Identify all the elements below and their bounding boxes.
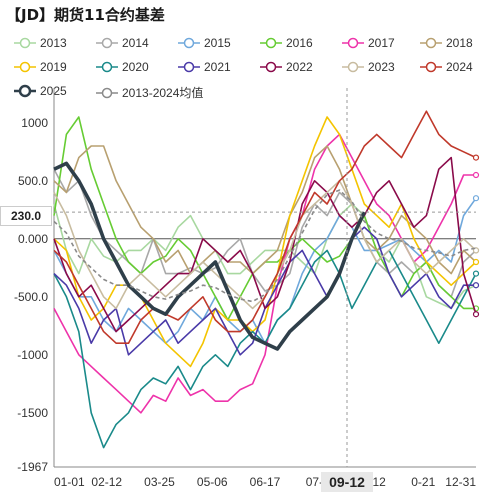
legend-marker-icon: [178, 61, 200, 73]
series-line-2013: [53, 203, 477, 310]
legend-label: 2021: [204, 60, 231, 74]
legend-marker-icon: [260, 37, 282, 49]
legend-item-2015[interactable]: 2015: [178, 36, 231, 50]
series-end-point: [472, 258, 480, 266]
legend-label: 2013: [40, 36, 67, 50]
x-tick-label: 0-21: [411, 475, 435, 489]
x-tick-label: 05-06: [197, 475, 228, 489]
legend-label: 2016: [286, 36, 313, 50]
series-line-2014: [53, 168, 477, 298]
legend: 2013 2014 2015 2016 2017 2018 2019 2020 2021 2022…: [0, 34, 495, 106]
legend-label: 2023: [368, 60, 395, 74]
legend-label: 2018: [446, 36, 473, 50]
crosshair-x-label: 09-12: [321, 472, 373, 492]
legend-marker-icon: [178, 37, 200, 49]
series-line-2024: [53, 110, 477, 344]
series-line-2023: [53, 180, 477, 310]
legend-marker-icon: [96, 87, 118, 98]
legend-item-2017[interactable]: 2017: [342, 36, 395, 50]
legend-item-2013-2024均值[interactable]: 2013-2024均值: [96, 84, 203, 101]
legend-item-2020[interactable]: 2020: [96, 60, 149, 74]
x-tick-label: 02-12: [91, 475, 122, 489]
legend-marker-icon: [420, 61, 442, 73]
legend-marker-icon: [96, 61, 118, 73]
legend-label: 2020: [122, 60, 149, 74]
crosshair-y-label: 230.0: [0, 206, 52, 226]
legend-label: 2022: [286, 60, 313, 74]
series-end-point: [472, 270, 480, 277]
series-line-2015: [53, 197, 477, 344]
series-line-2017: [53, 133, 476, 414]
legend-item-2025[interactable]: 2025: [14, 84, 67, 98]
legend-label: 2019: [40, 60, 67, 74]
legend-label: 2025: [40, 84, 67, 98]
y-tick-label: -1000: [17, 348, 48, 362]
series-end-point: [472, 154, 480, 161]
legend-item-2019[interactable]: 2019: [14, 60, 67, 74]
legend-marker-icon: [96, 37, 118, 49]
y-tick-label: 500.0: [18, 174, 48, 188]
legend-item-2024[interactable]: 2024: [420, 60, 473, 74]
legend-marker-icon: [342, 61, 364, 73]
series-end-point: [472, 282, 480, 289]
series-line-2020: [53, 249, 477, 449]
legend-label: 2013-2024均值: [122, 86, 204, 100]
legend-item-2016[interactable]: 2016: [260, 36, 313, 50]
series-end-point: [472, 195, 480, 202]
y-tick-label: -1500: [17, 406, 48, 420]
legend-marker-icon: [420, 37, 442, 49]
series-line-2013-2024均值: [53, 189, 477, 303]
legend-item-2023[interactable]: 2023: [342, 60, 395, 74]
x-tick-label: 06-17: [250, 475, 281, 489]
legend-marker-icon: [14, 61, 36, 73]
legend-item-2021[interactable]: 2021: [178, 60, 231, 74]
series-line-2018: [53, 145, 477, 275]
y-tick-label: -500.0: [14, 290, 48, 304]
legend-item-2013[interactable]: 2013: [14, 36, 67, 50]
legend-marker-icon: [14, 37, 36, 49]
y-tick-label: 0.000: [18, 232, 48, 246]
legend-label: 2014: [122, 36, 149, 50]
legend-item-2014[interactable]: 2014: [96, 36, 149, 50]
chart-title: 【JD】期货11合约基差: [6, 6, 165, 24]
legend-item-2018[interactable]: 2018: [420, 36, 473, 50]
x-tick-label: 01-01: [54, 475, 85, 489]
y-tick-label: 1000: [21, 116, 48, 130]
series-end-point: [472, 247, 480, 254]
y-tick-label: -1967: [17, 460, 48, 474]
legend-label: 2024: [446, 60, 473, 74]
series-line-2016: [53, 116, 476, 321]
series-line-2022: [53, 156, 477, 333]
series-end-point: [472, 311, 480, 318]
legend-label: 2015: [204, 36, 231, 50]
legend-marker-icon: [342, 37, 364, 49]
series-line-2025: [53, 161, 366, 351]
series-end-point: [472, 171, 480, 179]
legend-item-2022[interactable]: 2022: [260, 60, 313, 74]
legend-marker-icon: [260, 61, 282, 73]
legend-marker-icon: [14, 84, 36, 98]
x-tick-label: 03-25: [144, 475, 175, 489]
legend-label: 2017: [368, 36, 395, 50]
x-tick-label: 12-31: [445, 475, 476, 489]
